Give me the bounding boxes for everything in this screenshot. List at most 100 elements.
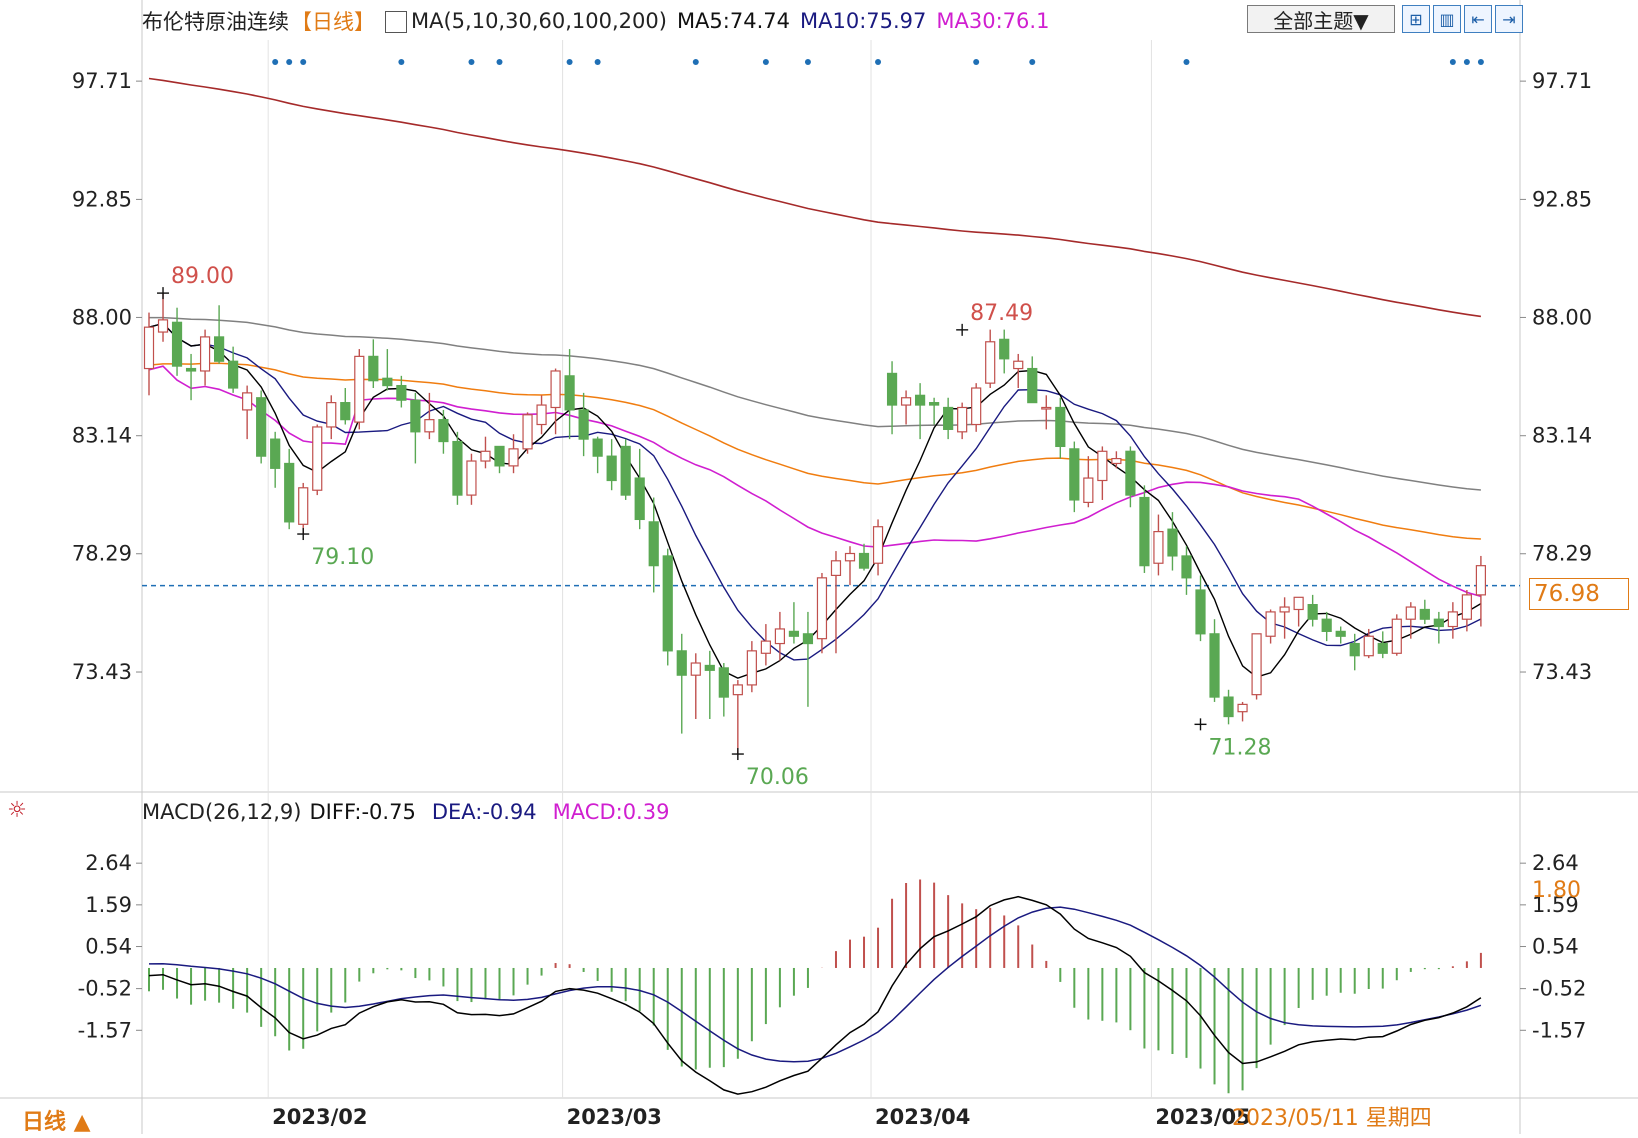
event-marker: [1029, 59, 1036, 65]
event-marker: [762, 59, 769, 65]
macd-y-tick-label-left: 2.64: [85, 851, 132, 875]
candle-body: [522, 414, 533, 450]
event-marker: [1183, 59, 1190, 65]
ma-icon: [385, 11, 407, 33]
layout-split-button[interactable]: ▥: [1433, 5, 1461, 33]
event-marker: [594, 59, 601, 65]
event-marker: [1477, 59, 1484, 65]
candle-body: [718, 667, 729, 698]
candle-body: [1293, 596, 1304, 611]
y-tick-label-right: 73.43: [1532, 660, 1592, 684]
candle-body: [354, 355, 365, 423]
candle-body: [157, 319, 169, 333]
candle-body: [1405, 606, 1416, 620]
scroll-left-button[interactable]: ⇤: [1464, 5, 1492, 33]
x-tick-label: 2023/02: [272, 1105, 367, 1129]
macd-y-tick-label-left: 0.54: [85, 935, 132, 959]
macd-hist-value: MACD:0.39: [552, 800, 670, 824]
candle-body: [999, 338, 1010, 360]
candle-body: [466, 460, 477, 496]
ma10-line: [148, 322, 1482, 661]
macd-y-tick-label-right: -0.52: [1532, 977, 1586, 1001]
candle-body: [298, 487, 309, 525]
macd-y-tick-label-right: -1.57: [1532, 1018, 1586, 1042]
candle-body: [1055, 406, 1066, 448]
candle-body: [1307, 604, 1318, 620]
candle-body: [1447, 611, 1458, 628]
candle-body: [1041, 406, 1052, 410]
theme-select[interactable]: 全部主题▼: [1247, 5, 1395, 33]
candle-body: [1265, 611, 1276, 637]
candle-body: [424, 419, 435, 433]
candle-body: [1083, 477, 1094, 503]
candle-body: [1363, 635, 1374, 657]
candle-body: [480, 450, 491, 462]
candle-body: [340, 402, 351, 421]
ma30-value: MA30:76.1: [936, 9, 1050, 33]
candle-body: [746, 650, 757, 686]
candle-body: [858, 552, 870, 569]
event-marker: [692, 59, 699, 65]
event-marker: [973, 59, 980, 65]
candle-body: [634, 477, 645, 521]
candle-body: [1419, 608, 1430, 620]
y-tick-label-right: 97.71: [1532, 69, 1592, 93]
candle-body: [844, 552, 856, 562]
candle-body: [648, 521, 659, 567]
candle-body: [1167, 528, 1178, 557]
y-tick-label-right: 78.29: [1532, 542, 1592, 566]
macd-params-label[interactable]: MACD(26,12,9): [142, 800, 302, 824]
candle-body: [1237, 703, 1248, 713]
event-marker: [1463, 59, 1470, 65]
extreme-label: 71.28: [1209, 735, 1272, 760]
candle-body: [1461, 594, 1472, 620]
y-tick-label-left: 73.43: [72, 660, 132, 684]
extreme-label: 89.00: [171, 264, 234, 289]
indicator-settings-icon[interactable]: ☼: [7, 798, 27, 823]
layout-grid-button[interactable]: ⊞: [1402, 5, 1430, 33]
candle-body: [578, 409, 589, 440]
y-tick-label-left: 97.71: [72, 69, 132, 93]
candle-body: [1279, 606, 1290, 613]
macd-y-tick-label-right: 2.64: [1532, 851, 1579, 875]
candle-body: [452, 440, 463, 496]
candle-body: [242, 392, 253, 411]
candle-body: [185, 367, 197, 372]
macd-y-tick-label-left: 1.59: [85, 893, 132, 917]
candle-body: [802, 633, 814, 645]
scroll-right-button[interactable]: ⇥: [1495, 5, 1523, 33]
ma-params-label[interactable]: MA(5,10,30,60,100,200): [411, 9, 667, 33]
candle-body: [494, 445, 505, 467]
candle-body: [929, 402, 940, 406]
current-price-tag: 76.98: [1529, 578, 1629, 610]
candle-body: [606, 455, 617, 482]
period-label[interactable]: 【日线】: [291, 10, 375, 34]
event-marker: [1449, 59, 1456, 65]
macd-y-tick-label-left: -1.57: [78, 1018, 132, 1042]
candle-body: [971, 387, 982, 426]
candle-body: [1181, 555, 1192, 579]
candle-body: [256, 397, 267, 457]
event-marker: [286, 59, 293, 65]
extreme-label: 70.06: [746, 765, 809, 790]
period-switch-button[interactable]: 日线 ▲: [22, 1110, 91, 1135]
candle-body: [662, 555, 673, 652]
candle-body: [270, 438, 281, 469]
candle-body: [1111, 457, 1122, 465]
candle-body: [536, 404, 547, 426]
candle-body: [143, 326, 155, 370]
event-marker: [496, 59, 503, 65]
candle-body: [760, 640, 771, 654]
candle-body: [1209, 633, 1220, 698]
ma5-line: [148, 322, 1482, 679]
ma30-line: [148, 365, 1482, 598]
instrument-title: 布伦特原油连续: [142, 10, 289, 34]
candle-body: [985, 341, 996, 384]
candle-body: [199, 336, 211, 372]
candle-body: [564, 375, 575, 411]
y-tick-label-right: 88.00: [1532, 305, 1592, 329]
y-tick-label-left: 83.14: [72, 424, 132, 448]
candle-body: [1069, 448, 1080, 501]
